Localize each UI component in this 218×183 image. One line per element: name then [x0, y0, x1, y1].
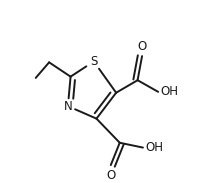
Text: O: O	[106, 169, 115, 182]
Text: S: S	[90, 55, 97, 68]
Text: N: N	[63, 100, 72, 113]
Text: O: O	[137, 40, 147, 53]
Text: OH: OH	[161, 85, 179, 98]
Text: OH: OH	[146, 141, 164, 154]
